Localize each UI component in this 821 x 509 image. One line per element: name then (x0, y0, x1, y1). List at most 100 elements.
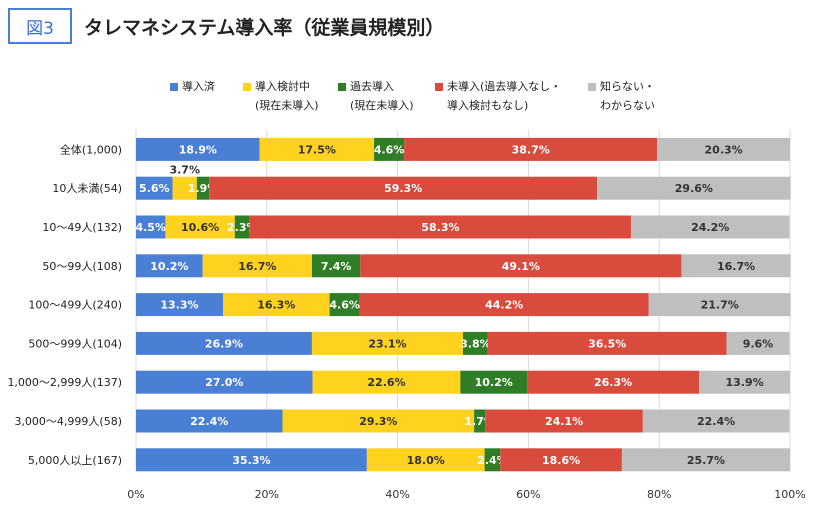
legend-label-not-adopted: 未導入(過去導入なし・ (447, 80, 562, 93)
bar-segment (282, 409, 475, 433)
figure-number-badge: 図3 (8, 8, 72, 44)
data-label: 10.6% (181, 221, 219, 234)
data-label: 24.2% (691, 221, 729, 234)
data-label: 29.3% (359, 415, 397, 428)
bar-segment (259, 137, 375, 161)
legend-sublabel-not-adopted: 導入検討もなし) (447, 99, 529, 112)
data-label: 13.3% (160, 299, 198, 312)
bar-segment (136, 176, 173, 200)
data-label: 44.2% (485, 299, 523, 312)
bar-segment (360, 254, 682, 278)
bar-segment (209, 176, 598, 200)
bar-segment (359, 293, 649, 317)
data-label: 16.7% (238, 260, 276, 273)
bar-segment (404, 137, 658, 161)
legend-label-adopted: 導入済 (182, 80, 215, 93)
data-label: 29.6% (675, 182, 713, 195)
data-label: 4.6% (374, 143, 405, 156)
bar-segment (136, 137, 260, 161)
bar-segment (621, 448, 790, 472)
data-label: 27.0% (205, 376, 243, 389)
bar-segment (136, 293, 223, 317)
data-label: 25.7% (687, 454, 725, 467)
bar-segment (196, 176, 210, 200)
bar-segment (366, 448, 485, 472)
category-label: 全体(1,000) (60, 142, 122, 156)
bar-segment (136, 215, 166, 239)
bar-segment (222, 293, 330, 317)
chart-title: タレマネシステム導入率（従業員規模別） (84, 17, 445, 39)
data-label: 7.4% (321, 260, 352, 273)
data-label: 26.9% (205, 337, 243, 350)
legend-swatch-adopted (170, 83, 178, 91)
category-label: 10～49人(132) (42, 221, 122, 234)
bar-segment (249, 215, 632, 239)
data-label: 17.5% (298, 143, 336, 156)
x-tick-label: 60% (516, 488, 540, 501)
data-label: 13.9% (725, 376, 763, 389)
data-label: 4.5% (135, 221, 166, 234)
bar-segment (487, 331, 727, 355)
data-label: 4.6% (329, 299, 360, 312)
legend-sublabel-past-adopted: (現在未導入) (350, 99, 414, 112)
legend-swatch-considering (243, 83, 251, 91)
data-label: 22.4% (190, 415, 228, 428)
bar-segment (172, 176, 197, 200)
data-label: 5.6% (139, 182, 170, 195)
bar-segment (136, 409, 283, 433)
bar-segment (460, 370, 528, 394)
data-label: 38.7% (512, 143, 550, 156)
bar-segment (202, 254, 312, 278)
data-label: 35.3% (232, 454, 270, 467)
bar-segment (311, 254, 361, 278)
bar-segment (485, 409, 643, 433)
bar-segment (463, 331, 488, 355)
bar-segment (136, 331, 312, 355)
bar-segment (648, 293, 791, 317)
x-tick-label: 40% (385, 488, 409, 501)
data-label: 9.6% (743, 337, 774, 350)
data-label: 10.2% (150, 260, 188, 273)
legend-sublabel-considering: (現在未導入) (255, 99, 319, 112)
bar-segment (136, 448, 367, 472)
x-tick-label: 20% (255, 488, 279, 501)
data-label: 23.1% (368, 337, 406, 350)
bar-segment (312, 370, 461, 394)
data-label: 16.3% (257, 299, 295, 312)
bar-segment (474, 409, 486, 433)
category-label: 50～99人(108) (42, 260, 122, 273)
bar-segment (329, 293, 360, 317)
category-label: 100～499人(240) (28, 299, 122, 312)
bar-segment (642, 409, 790, 433)
x-tick-label: 0% (127, 488, 144, 501)
bar-segment (657, 137, 790, 161)
data-label: 21.7% (701, 299, 739, 312)
bar-segment (527, 370, 700, 394)
chart-legend: 導入済 導入検討中 (現在未導入) 過去導入 (現在未導入) 未導入(過去導入な… (170, 78, 810, 118)
bar-segment (484, 448, 501, 472)
legend-swatch-not-adopted (435, 83, 443, 91)
category-label: 10人未満(54) (52, 182, 122, 195)
category-label: 3,000～4,999人(58) (14, 415, 122, 428)
bar-segment (597, 176, 791, 200)
data-label: 18.0% (407, 454, 445, 467)
bar-segment (500, 448, 622, 472)
data-label: 24.1% (545, 415, 583, 428)
data-label: 18.9% (179, 143, 217, 156)
legend-label-past-adopted: 過去導入 (350, 80, 394, 93)
x-tick-label: 80% (647, 488, 671, 501)
category-label: 5,000人以上(167) (28, 454, 122, 467)
bar-segment (699, 370, 790, 394)
data-label: 58.3% (421, 221, 459, 234)
bar-segment (136, 370, 313, 394)
bar-segment (631, 215, 790, 239)
data-label: 22.6% (367, 376, 405, 389)
data-label: 22.4% (697, 415, 735, 428)
bar-segment (136, 254, 203, 278)
data-label: 3.7% (169, 164, 200, 177)
bar-segment (374, 137, 405, 161)
data-label: 10.2% (475, 376, 513, 389)
bar-segment (311, 331, 463, 355)
data-label: 26.3% (594, 376, 632, 389)
